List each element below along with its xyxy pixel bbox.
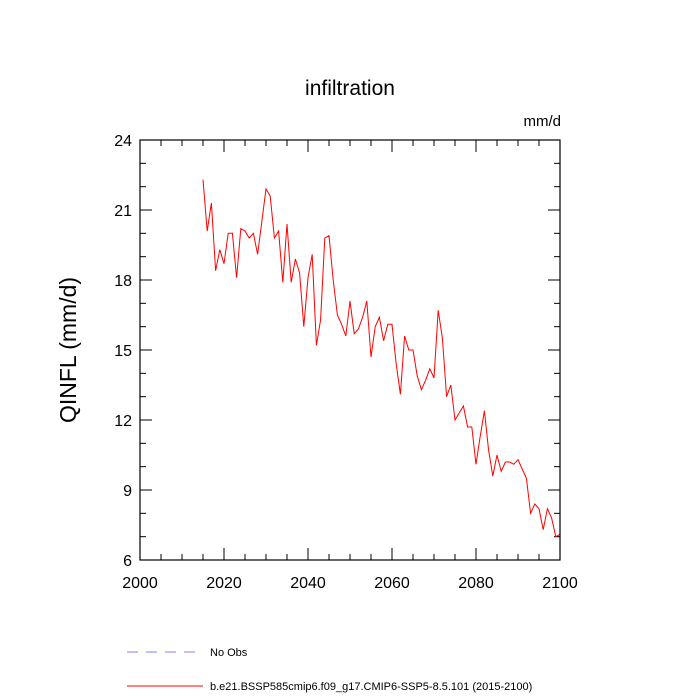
y-tick-label: 12: [114, 413, 132, 430]
chart-title: infiltration: [305, 77, 395, 100]
y-tick-label: 24: [114, 133, 132, 150]
x-tick-label: 2060: [374, 575, 410, 592]
y-tick-label: 18: [114, 273, 132, 290]
y-tick-label: 6: [123, 553, 132, 570]
y-tick-label: 9: [123, 483, 132, 500]
legend: No Obs b.e21.BSSP585cmip6.f09_g17.CMIP6-…: [127, 647, 532, 693]
axis-ticks: [139, 139, 561, 561]
units-label: mm/d: [524, 113, 562, 130]
plot-frame: [139, 139, 561, 561]
series-line-1: [202, 179, 561, 538]
legend-label-no-obs: No Obs: [210, 647, 248, 659]
x-tick-label: 2080: [458, 575, 494, 592]
y-axis-label: QINFL (mm/d): [55, 277, 81, 423]
series-layer: [202, 179, 561, 538]
x-tick-label: 2040: [290, 575, 326, 592]
y-tick-label: 21: [114, 203, 132, 220]
legend-label-model-run: b.e21.BSSP585cmip6.f09_g17.CMIP6-SSP5-8.…: [210, 681, 532, 693]
x-tick-label: 2020: [206, 575, 242, 592]
x-tick-label: 2100: [542, 575, 578, 592]
x-tick-label: 2000: [122, 575, 158, 592]
y-tick-label: 15: [114, 343, 132, 360]
tick-labels: 2000 2020 2040 2060 2080 2100 6 9 12 15 18 21 24: [114, 133, 578, 592]
